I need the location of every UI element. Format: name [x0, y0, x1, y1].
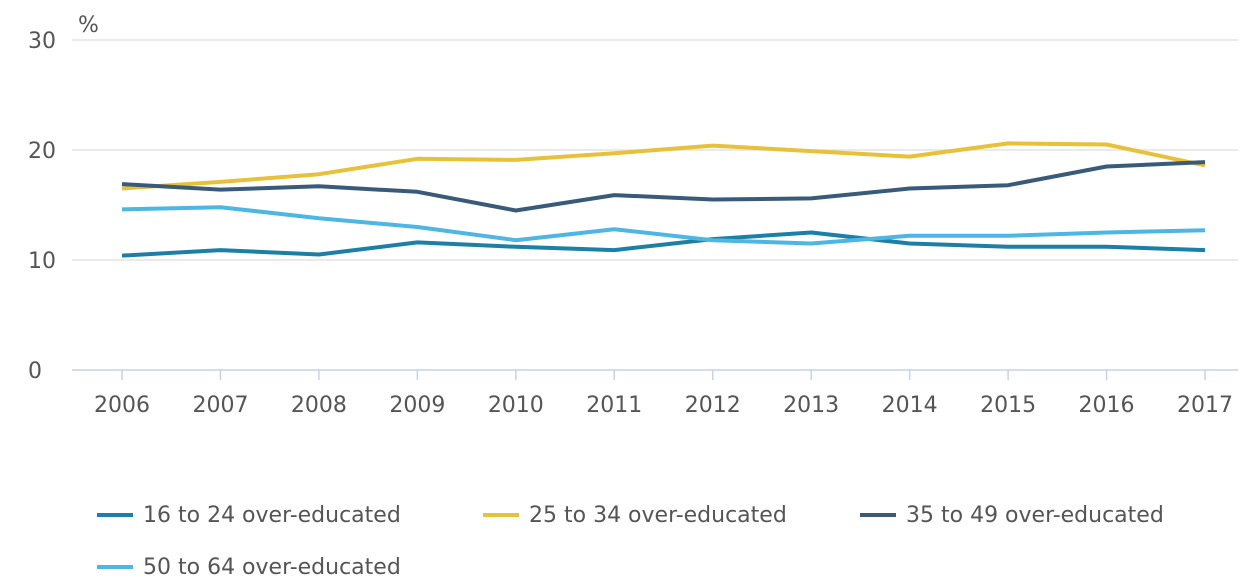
x-tick-label: 2009 — [389, 393, 445, 418]
x-tick-label: 2012 — [685, 393, 741, 418]
x-tick-label: 2015 — [980, 393, 1036, 418]
y-tick-label: 10 — [28, 249, 56, 274]
y-tick-label: 30 — [28, 29, 56, 54]
x-tick-label: 2013 — [783, 393, 839, 418]
series-line — [121, 141, 1206, 191]
legend-label: 35 to 49 over-educated — [906, 503, 1164, 528]
y-axis-label: % — [78, 13, 99, 38]
y-tick-label: 0 — [28, 359, 42, 384]
x-tick-label: 2014 — [882, 393, 938, 418]
legend-label: 16 to 24 over-educated — [143, 503, 401, 528]
x-tick-label: 2016 — [1079, 393, 1135, 418]
x-tick-label: 2007 — [192, 393, 248, 418]
series-line — [121, 205, 1206, 246]
legend-label: 50 to 64 over-educated — [143, 555, 401, 579]
x-tick-label: 2006 — [94, 393, 150, 418]
x-tick-label: 2011 — [586, 393, 642, 418]
series-line — [121, 230, 1206, 258]
x-tick-label: 2017 — [1177, 393, 1233, 418]
y-tick-label: 20 — [28, 139, 56, 164]
x-tick-label: 2008 — [291, 393, 347, 418]
legend-label: 25 to 34 over-educated — [529, 503, 787, 528]
x-tick-label: 2010 — [488, 393, 544, 418]
series-line — [121, 160, 1206, 213]
